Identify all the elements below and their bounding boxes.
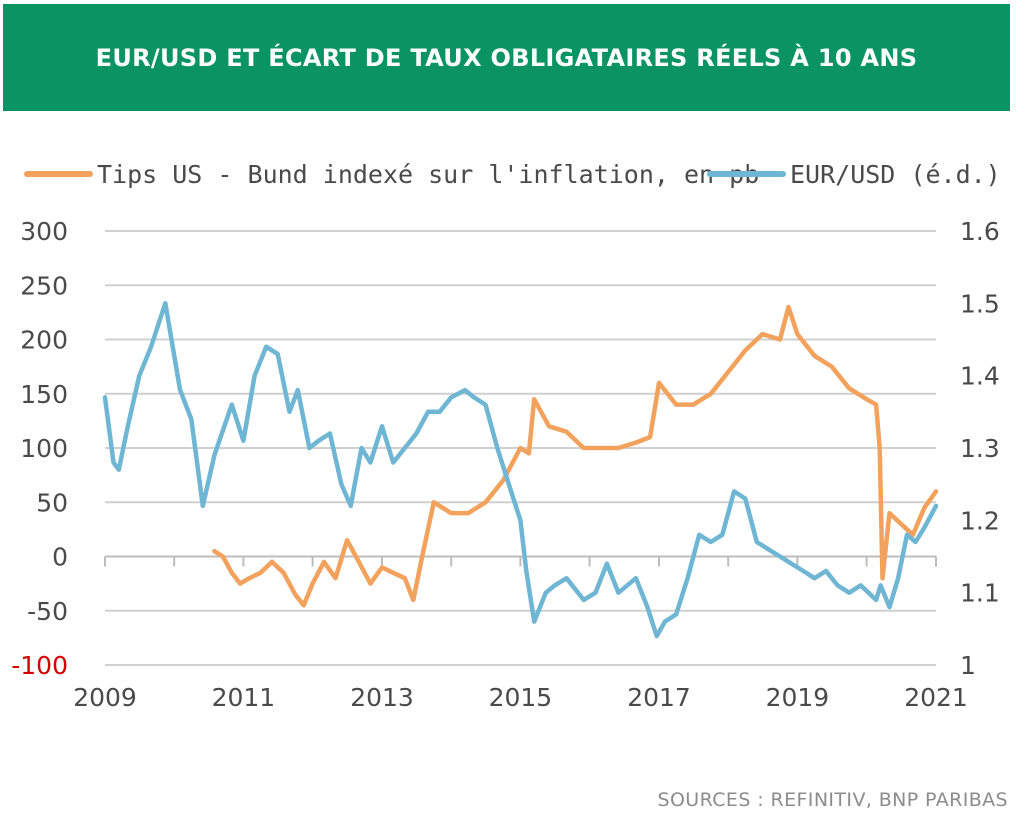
series-lines (102, 301, 939, 639)
legend: Tips US - Bund indexé sur l'inflation, e… (24, 160, 1001, 189)
left-tick-label: 250 (20, 271, 68, 300)
right-tick-label: 1.6 (960, 217, 1000, 246)
left-tick-label: -50 (27, 597, 68, 626)
x-axis-tick-labels: 2009 2011 2013 2015 2017 2019 2021 (73, 683, 968, 712)
left-tick-label: 100 (20, 434, 68, 463)
chart-title: EUR/USD ET ÉCART DE TAUX OBLIGATAIRES RÉ… (95, 43, 918, 72)
right-tick-label: 1.5 (960, 289, 1000, 318)
right-tick-label: 1.4 (960, 362, 1000, 391)
x-tick-label: 2021 (904, 683, 968, 712)
right-tick-label: 1 (960, 651, 976, 680)
right-tick-label: 1.2 (960, 506, 1000, 535)
x-axis (104, 555, 937, 567)
left-tick-label: 50 (36, 488, 68, 517)
series-line-eurusd (102, 301, 939, 639)
left-tick-label: -100 (11, 651, 68, 680)
x-tick-label: 2011 (212, 683, 276, 712)
x-tick-label: 2013 (350, 683, 414, 712)
left-tick-label: 0 (52, 543, 68, 572)
left-tick-label: 150 (20, 380, 68, 409)
gridlines (105, 230, 936, 666)
left-tick-label: 300 (20, 217, 68, 246)
right-tick-label: 1.1 (960, 579, 1000, 608)
left-tick-label: 200 (20, 326, 68, 355)
x-tick-label: 2015 (489, 683, 553, 712)
left-axis-tick-labels: 300 250 200 150 100 50 0 -50 -100 (11, 217, 68, 680)
source-note: SOURCES : REFINITIV, BNP PARIBAS (657, 789, 1008, 811)
series-line-spread (212, 304, 939, 608)
right-axis-tick-labels: 1.6 1.5 1.4 1.3 1.2 1.1 1 (960, 217, 1000, 680)
x-tick-label: 2019 (766, 683, 830, 712)
title-banner: EUR/USD ET ÉCART DE TAUX OBLIGATAIRES RÉ… (3, 4, 1010, 111)
legend-spread-label: Tips US - Bund indexé sur l'inflation, e… (97, 160, 759, 189)
legend-eurusd-label: EUR/USD (é.d.) (790, 160, 1001, 189)
right-tick-label: 1.3 (960, 434, 1000, 463)
x-tick-label: 2009 (73, 683, 137, 712)
x-tick-label: 2017 (627, 683, 691, 712)
